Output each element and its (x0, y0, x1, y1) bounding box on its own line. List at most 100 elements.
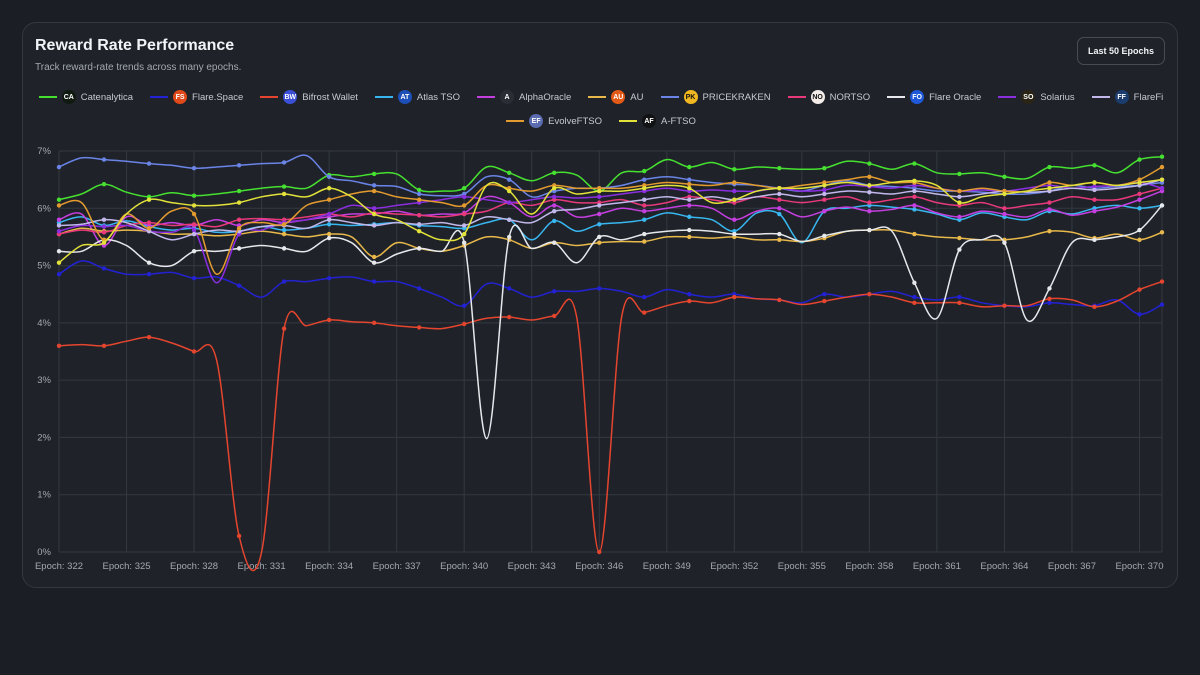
data-point (867, 227, 872, 233)
legend-swatch (374, 96, 393, 98)
legend-item[interactable]: FO Flare Oracle (887, 90, 981, 104)
data-point (1137, 227, 1142, 233)
legend-item[interactable]: BW Bifrost Wallet (260, 90, 358, 104)
legend-item[interactable]: FF FlareFi (1091, 90, 1164, 104)
provider-logo-icon: NO (810, 90, 825, 104)
data-point (777, 297, 782, 303)
data-point (146, 226, 152, 231)
page-title: Reward Rate Performance (35, 37, 235, 54)
data-point (1092, 187, 1097, 193)
data-point (1047, 180, 1052, 185)
data-point (777, 211, 782, 217)
data-point (416, 246, 422, 251)
data-point (416, 286, 422, 291)
data-point (687, 292, 692, 297)
provider-logo-icon: FF (1114, 90, 1129, 104)
provider-logo-icon: AT (397, 90, 412, 104)
legend-item[interactable]: AT Atlas TSO (374, 90, 461, 104)
data-point (732, 294, 737, 300)
data-point (101, 240, 107, 245)
series-a-ftso (56, 177, 1165, 265)
legend-item[interactable]: FS Flare.Space (150, 90, 243, 104)
data-point (56, 249, 62, 254)
x-tick-label: Epoch: 352 (710, 561, 758, 572)
data-point (1047, 200, 1052, 205)
data-point (236, 246, 242, 251)
data-point (687, 298, 692, 304)
provider-logo-icon: SO (1021, 90, 1036, 104)
data-point (1092, 208, 1097, 214)
legend-label: Catenalytica (80, 91, 134, 103)
data-point (912, 300, 917, 306)
legend-item[interactable]: AF A-FTSO (619, 114, 696, 128)
data-point (371, 211, 377, 217)
y-tick-label: 7% (37, 146, 51, 157)
data-point (957, 300, 962, 306)
data-point (732, 180, 737, 185)
data-point (416, 325, 422, 330)
data-point (822, 197, 827, 202)
epoch-range-button[interactable]: Last 50 Epochs (1076, 37, 1165, 65)
data-point (687, 197, 692, 202)
data-point (507, 177, 512, 182)
data-point (867, 174, 872, 179)
data-point (687, 182, 692, 187)
legend-item[interactable]: NO NORTSO (787, 90, 870, 104)
data-point (1002, 174, 1007, 179)
data-point (236, 226, 242, 231)
legend-swatch (588, 96, 607, 98)
legend-swatch (1091, 96, 1110, 98)
data-point (822, 292, 827, 297)
data-point (1137, 180, 1142, 185)
data-point (461, 321, 467, 327)
provider-logo-icon: CA (61, 90, 76, 104)
data-point (326, 231, 332, 237)
provider-logo-icon: PK (683, 90, 698, 104)
data-point (1092, 304, 1097, 310)
legend-item[interactable]: CA Catenalytica (38, 90, 134, 104)
data-point (461, 211, 467, 217)
data-point (1137, 206, 1142, 211)
x-tick-label: Epoch: 334 (305, 561, 353, 572)
legend-swatch (887, 96, 906, 98)
data-point (642, 239, 647, 244)
data-point (1047, 207, 1052, 212)
legend-label: Atlas TSO (416, 91, 461, 103)
legend-item[interactable]: PK PRICEKRAKEN (660, 90, 771, 104)
data-point (777, 165, 782, 171)
data-point (912, 203, 917, 208)
data-point (687, 177, 692, 182)
data-point (371, 188, 377, 194)
chart-legend: CA Catenalytica FS Flare.Space BW Bifrost Wal… (23, 85, 1179, 133)
series-alphaoracle (56, 188, 1165, 248)
legend-swatch (998, 96, 1017, 98)
series-bifrost-wallet (56, 279, 1165, 572)
data-point (191, 275, 197, 281)
data-point (101, 182, 107, 187)
legend-label: FlareFi (1133, 91, 1164, 103)
x-tick-label: Epoch: 328 (170, 561, 218, 572)
legend-item[interactable]: A AlphaOracle (477, 90, 571, 104)
data-point (957, 200, 962, 205)
legend-item[interactable]: SO Solarius (998, 90, 1075, 104)
data-point (461, 203, 467, 208)
data-point (326, 222, 332, 227)
data-point (957, 194, 962, 200)
data-point (281, 222, 287, 227)
data-point (687, 227, 692, 233)
legend-item[interactable]: EF EvolveFTSO (506, 114, 602, 128)
data-point (912, 194, 917, 200)
data-point (56, 260, 62, 265)
data-point (1159, 164, 1165, 170)
legend-item[interactable]: AU AU (588, 90, 644, 104)
y-tick-label: 1% (37, 490, 51, 501)
data-point (957, 188, 962, 194)
data-point (552, 170, 557, 175)
data-point (912, 294, 917, 300)
data-point (326, 186, 332, 191)
data-point (507, 314, 512, 320)
legend-row: CA Catenalytica FS Flare.Space BW Bifrost Wal… (23, 85, 1179, 109)
data-point (1092, 184, 1097, 189)
data-point (1047, 164, 1052, 170)
data-point (371, 279, 377, 284)
